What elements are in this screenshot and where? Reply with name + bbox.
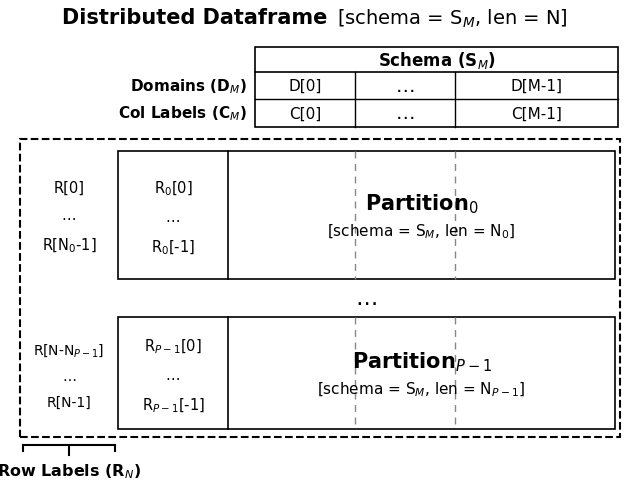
Bar bbox=[118, 152, 615, 280]
Text: Schema (S$_M$): Schema (S$_M$) bbox=[378, 50, 495, 71]
Text: C[M-1]: C[M-1] bbox=[511, 106, 562, 121]
Text: [schema = S$_M$, len = N$_{P-1}$]: [schema = S$_M$, len = N$_{P-1}$] bbox=[317, 380, 525, 398]
Bar bbox=[255, 48, 618, 128]
Text: …: … bbox=[355, 288, 378, 308]
Text: …: … bbox=[396, 77, 415, 96]
Text: Domains (D$_M$): Domains (D$_M$) bbox=[130, 77, 247, 96]
Text: [schema = S$_M$, len = N$_0$]: [schema = S$_M$, len = N$_0$] bbox=[327, 223, 516, 241]
Bar bbox=[20, 140, 620, 437]
Text: Partition$_0$: Partition$_0$ bbox=[365, 192, 478, 215]
Bar bbox=[118, 317, 615, 429]
Text: Col Labels (C$_M$): Col Labels (C$_M$) bbox=[118, 104, 247, 123]
Text: D[M-1]: D[M-1] bbox=[511, 79, 563, 94]
Text: R$_0$[0]
…
R$_0$[-1]: R$_0$[0] … R$_0$[-1] bbox=[151, 179, 195, 256]
Text: R$_{P-1}$[0]
…
R$_{P-1}$[-1]: R$_{P-1}$[0] … R$_{P-1}$[-1] bbox=[141, 337, 204, 414]
Text: [schema = S$_M$, len = N]: [schema = S$_M$, len = N] bbox=[337, 8, 568, 30]
Text: …: … bbox=[396, 104, 415, 123]
Text: R[N-N$_{P-1}$]
…
R[N-1]: R[N-N$_{P-1}$] … R[N-1] bbox=[33, 342, 104, 408]
Text: D[0]: D[0] bbox=[288, 79, 322, 94]
Text: R[0]
…
R[N$_0$-1]: R[0] … R[N$_0$-1] bbox=[42, 181, 96, 255]
Text: Partition$_{P-1}$: Partition$_{P-1}$ bbox=[351, 349, 492, 373]
Text: Row Labels (R$_N$): Row Labels (R$_N$) bbox=[0, 461, 141, 480]
Text: C[0]: C[0] bbox=[289, 106, 321, 121]
Text: Distributed Dataframe: Distributed Dataframe bbox=[62, 8, 328, 28]
